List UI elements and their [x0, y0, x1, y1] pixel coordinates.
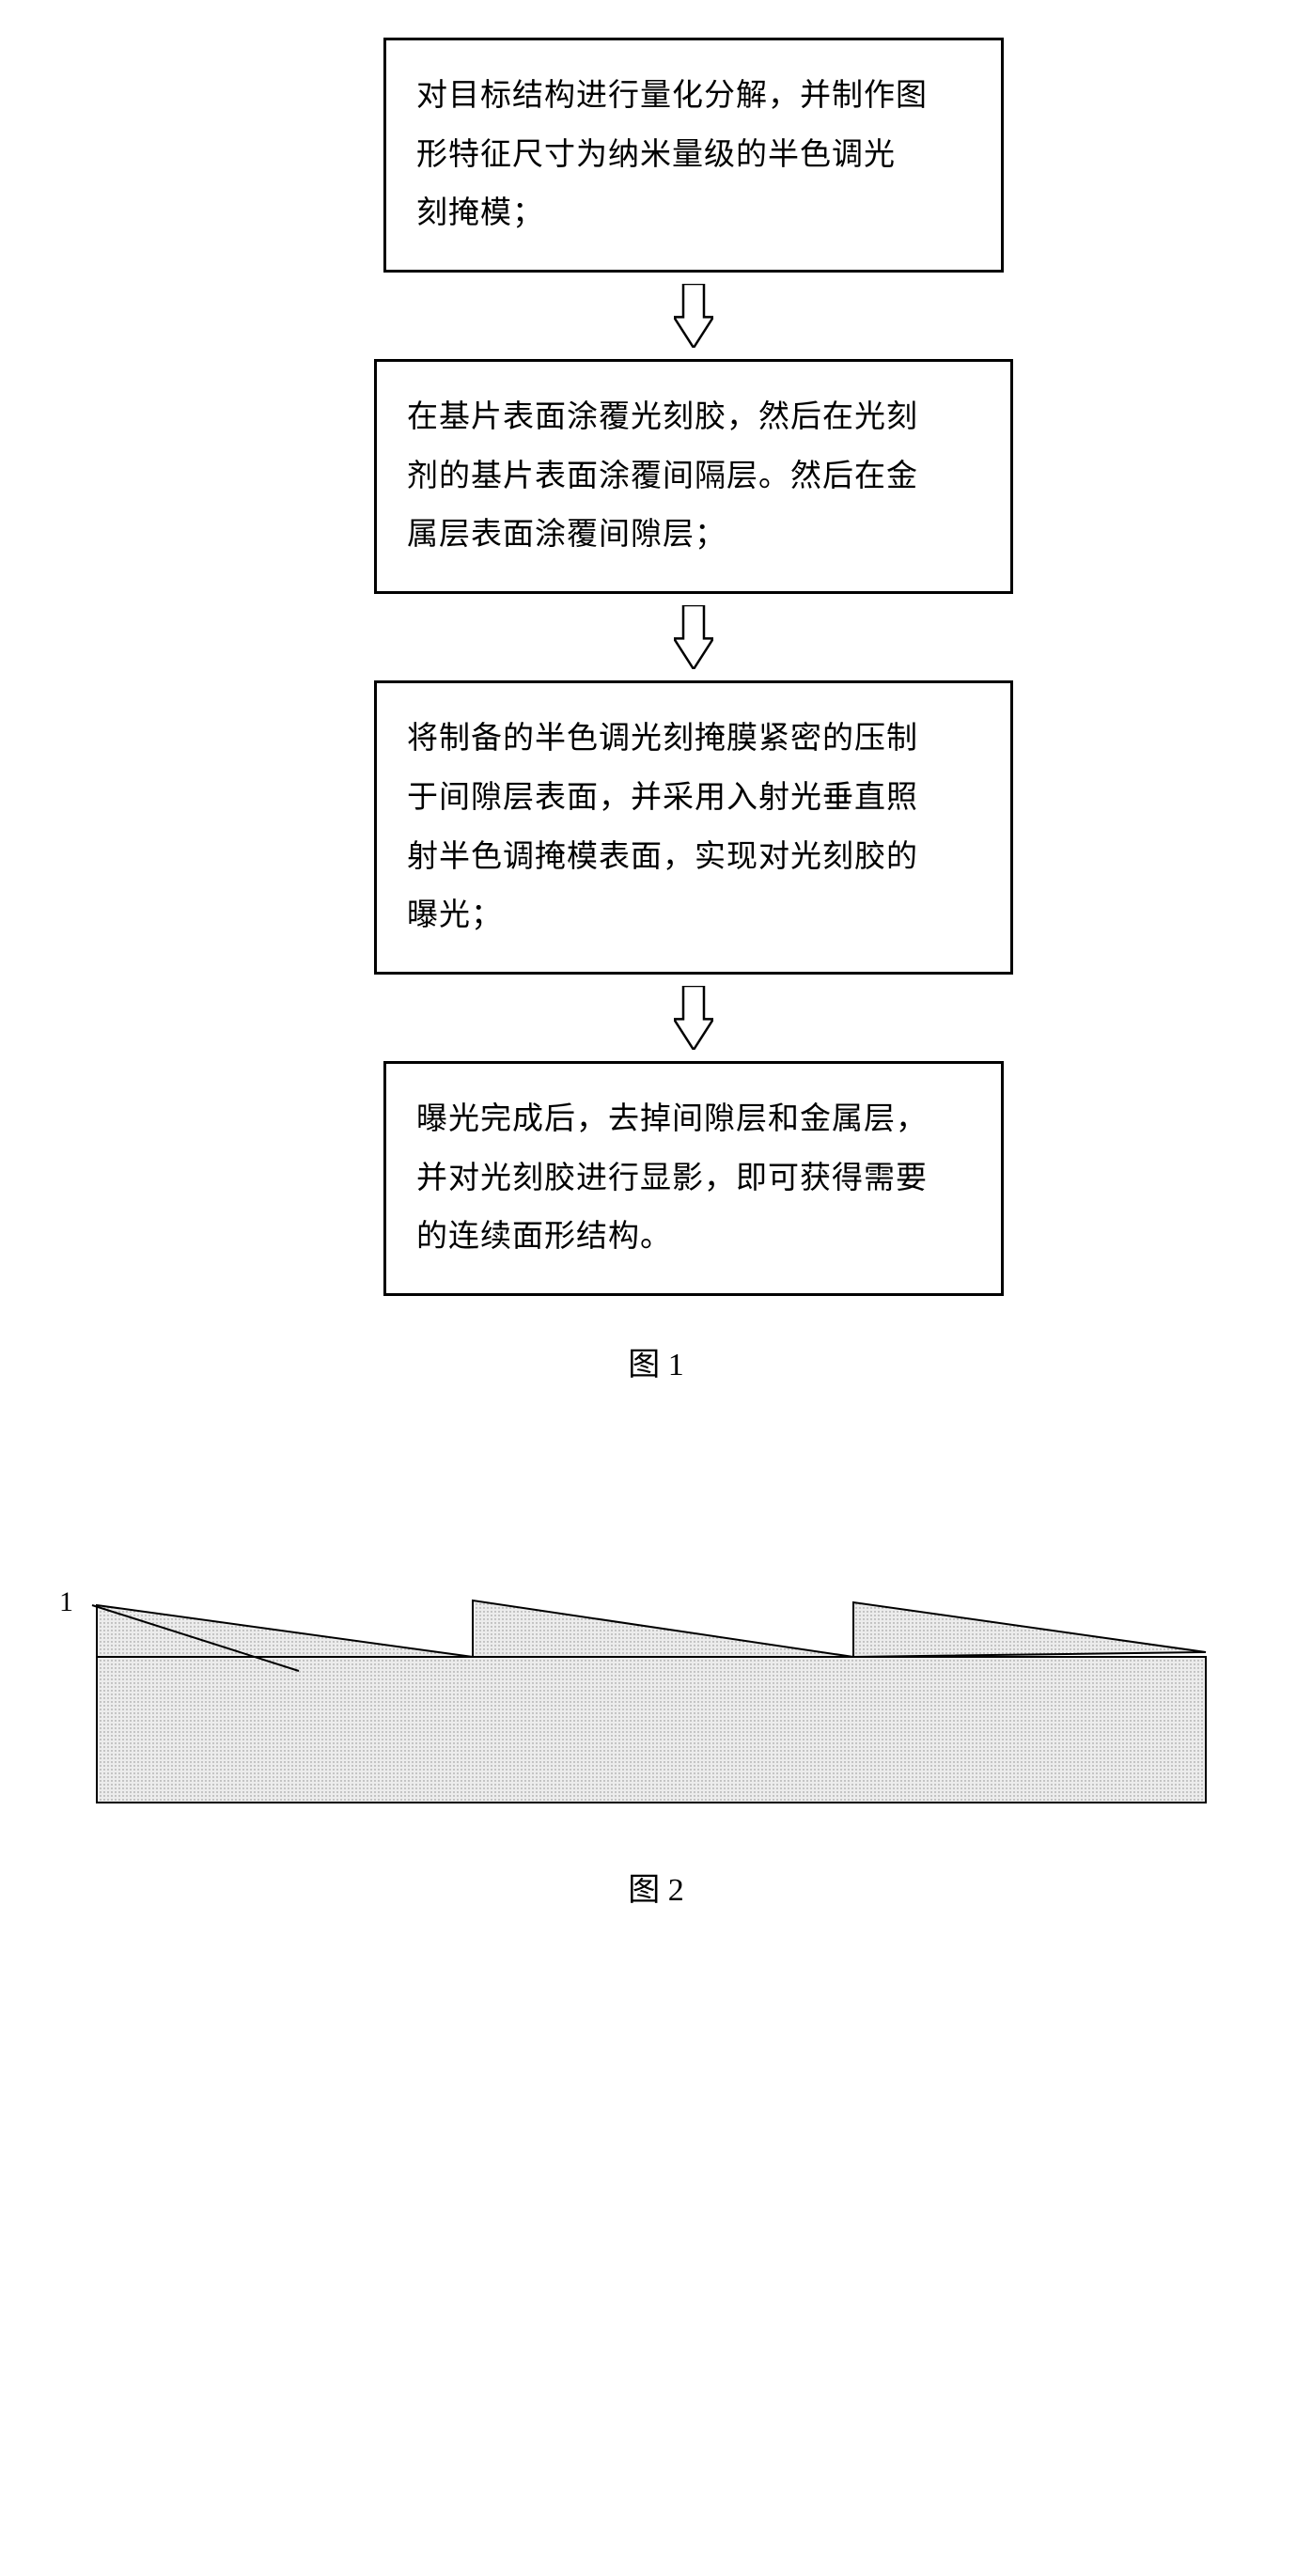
arrow-down-icon — [674, 284, 713, 348]
figure-1-caption: 图 1 — [628, 1338, 684, 1384]
arrow-down-icon — [674, 605, 713, 669]
flowchart-box-text: 的连续面形结构。 — [416, 1208, 971, 1267]
flowchart-box-text: 曝光完成后，去掉间隙层和金属层， — [416, 1090, 971, 1149]
flowchart-box-text: 将制备的半色调光刻掩膜紧密的压制 — [407, 710, 980, 769]
flowchart-arrow — [674, 594, 713, 680]
arrow-down-icon — [674, 986, 713, 1050]
flowchart-box-3: 将制备的半色调光刻掩膜紧密的压制于间隙层表面，并采用入射光垂直照射半色调掩模表面… — [374, 680, 1013, 975]
page-container: 对目标结构进行量化分解，并制作图形特征尺寸为纳米量级的半色调光刻掩模； 在基片表面… — [0, 38, 1312, 1910]
substrate-rect — [97, 1657, 1206, 1803]
flowchart-box-1: 对目标结构进行量化分解，并制作图形特征尺寸为纳米量级的半色调光刻掩模； — [383, 38, 1004, 273]
flowchart-figure-1: 对目标结构进行量化分解，并制作图形特征尺寸为纳米量级的半色调光刻掩模； 在基片表面… — [374, 38, 1013, 1296]
flowchart-box-text: 形特征尺寸为纳米量级的半色调光 — [416, 126, 971, 185]
flowchart-box-text: 刻掩模； — [416, 184, 971, 243]
sawtooth-2 — [473, 1600, 853, 1657]
figure-2-label: 1 — [59, 1586, 73, 1618]
sawtooth-1 — [97, 1605, 473, 1657]
flowchart-box-text: 剂的基片表面涂覆间隔层。然后在金 — [407, 447, 980, 507]
flowchart-box-2: 在基片表面涂覆光刻胶，然后在光刻剂的基片表面涂覆间隔层。然后在金属层表面涂覆间隙… — [374, 359, 1013, 594]
flowchart-box-text: 并对光刻胶进行显影，即可获得需要 — [416, 1149, 971, 1209]
figure-2-caption: 图 2 — [628, 1864, 684, 1910]
flowchart-arrow — [674, 975, 713, 1061]
flowchart-box-text: 对目标结构进行量化分解，并制作图 — [416, 67, 971, 126]
figure-2-wrapper: 1 — [69, 1572, 1243, 1812]
flowchart-box-4: 曝光完成后，去掉间隙层和金属层，并对光刻胶进行显影，即可获得需要的连续面形结构。 — [383, 1061, 1004, 1296]
sawtooth-3 — [853, 1602, 1206, 1657]
figure-2-diagram — [69, 1572, 1215, 1807]
flowchart-box-text: 曝光； — [407, 886, 980, 945]
figure-2-section: 1 图 2 — [0, 1572, 1312, 1910]
flowchart-box-text: 于间隙层表面，并采用入射光垂直照 — [407, 769, 980, 828]
flowchart-box-text: 在基片表面涂覆光刻胶，然后在光刻 — [407, 388, 980, 447]
flowchart-arrow — [674, 273, 713, 359]
flowchart-box-text: 射半色调掩模表面，实现对光刻胶的 — [407, 828, 980, 887]
flowchart-box-text: 属层表面涂覆间隙层； — [407, 506, 980, 565]
